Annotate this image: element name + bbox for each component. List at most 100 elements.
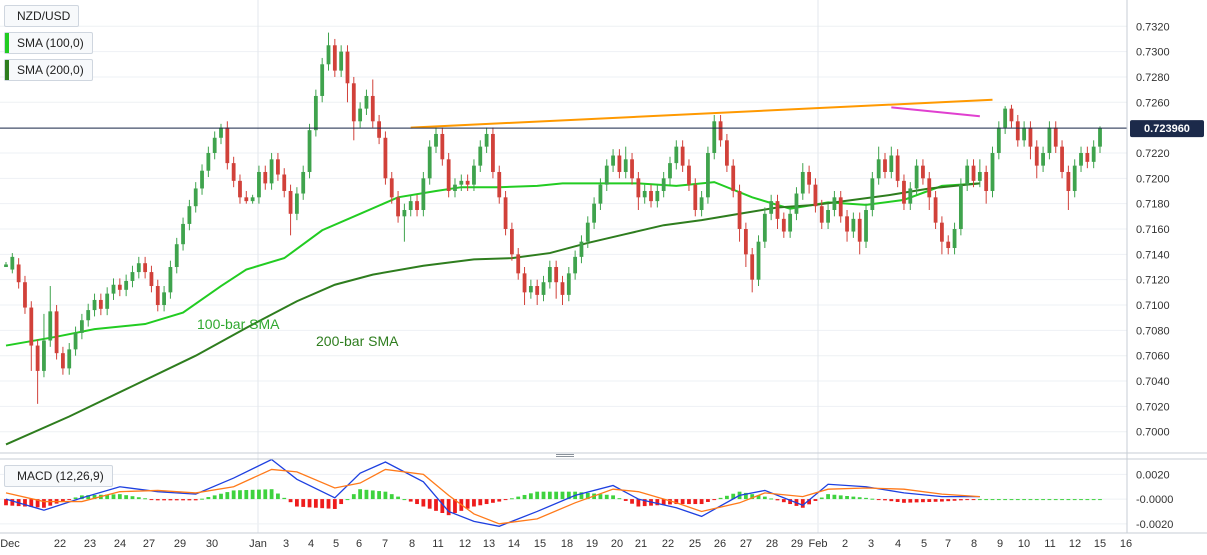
candle-body (996, 127, 1001, 153)
candle-body (143, 263, 148, 273)
x-tick-label: 5 (333, 538, 339, 550)
x-tick-label: 11 (432, 538, 443, 550)
sma100-badge[interactable]: SMA (100,0) (4, 32, 93, 54)
macd-histogram-bar (288, 499, 293, 503)
candle-body (775, 201, 780, 219)
candle-body (105, 293, 110, 309)
candle-body (737, 190, 742, 229)
macd-histogram-bar (377, 491, 381, 500)
candle-body (940, 222, 944, 242)
x-tick-label: 21 (635, 538, 647, 550)
symbol-label: NZD/USD (17, 9, 71, 23)
sma200-badge[interactable]: SMA (200,0) (4, 59, 93, 81)
macd-histogram-bar (162, 499, 166, 501)
candle-body (257, 171, 261, 198)
candle-body (1060, 146, 1064, 172)
candle-body (79, 320, 84, 333)
macd-histogram-bar (940, 499, 944, 502)
macd-histogram-bar (819, 497, 824, 500)
x-tick-label: 29 (791, 538, 803, 550)
candle-body (743, 229, 748, 255)
macd-histogram-bar (560, 491, 565, 500)
macd-histogram-bar (883, 499, 887, 501)
candle-body (4, 264, 8, 268)
symbol-badge[interactable]: NZD/USD (4, 5, 80, 27)
candle-body (864, 209, 868, 242)
candle-body (1022, 127, 1027, 141)
candle-body (826, 209, 830, 223)
macd-histogram-bar (1047, 499, 1052, 501)
candle-body (598, 184, 603, 204)
macd-histogram-bar (958, 499, 963, 501)
candle-body (661, 178, 666, 191)
macd-histogram-bar (339, 499, 344, 505)
macd-histogram-bar (421, 499, 426, 507)
candle-body (16, 264, 21, 283)
candle-body (794, 193, 799, 214)
macd-histogram-bar (427, 499, 432, 509)
macd-histogram-bar (535, 491, 540, 500)
x-tick-label: 29 (174, 538, 186, 550)
macd-histogram-bar (908, 499, 913, 503)
macd-histogram-bar (73, 497, 78, 500)
price-tick-label: 0.7280 (1136, 72, 1170, 84)
macd-histogram-bar (864, 497, 868, 500)
macd-histogram-bar (579, 492, 584, 500)
macd-histogram-bar (453, 499, 457, 513)
candle-body (516, 254, 521, 274)
candle-body (383, 137, 388, 179)
x-tick-label: 25 (689, 538, 701, 550)
price-tick-label: 0.7140 (1136, 249, 1170, 261)
candle-body (434, 133, 438, 147)
candle-body (623, 159, 628, 172)
candle-body (130, 272, 135, 281)
candle-body (908, 188, 913, 204)
candle-body (332, 45, 337, 71)
macd-histogram-bar (35, 499, 40, 508)
candle-body (67, 349, 72, 369)
macd-histogram-bar (522, 494, 527, 500)
candle-body (1009, 108, 1014, 122)
macd-histogram-bar (307, 499, 312, 508)
macd-histogram-bar (1009, 499, 1014, 501)
candle-body (585, 222, 590, 242)
price-tick-label: 0.7260 (1136, 97, 1170, 109)
x-tick-label: 24 (114, 538, 126, 550)
candle-body (54, 311, 59, 354)
candle-body (712, 121, 717, 153)
macd-histogram-bar (181, 499, 185, 501)
candle-body (990, 152, 995, 191)
candle-body (465, 180, 470, 185)
macd-histogram-bar (661, 499, 666, 505)
macd-histogram-bar (446, 499, 451, 516)
x-tick-label: 7 (382, 538, 388, 550)
candle-body (351, 83, 356, 122)
candle-body (832, 197, 837, 210)
candle-body (263, 171, 268, 184)
x-tick-label: 5 (921, 538, 927, 550)
candle-body (200, 170, 204, 189)
candle-body (819, 206, 824, 223)
candle-body (889, 155, 894, 172)
macd-histogram-bar (674, 499, 679, 505)
sma100-swatch (5, 33, 9, 53)
candle-body (971, 165, 976, 181)
candle-body (554, 267, 559, 283)
candle-body (946, 241, 951, 249)
x-tick-label: 27 (143, 538, 155, 550)
macd-badge[interactable]: MACD (12,26,9) (4, 465, 113, 487)
macd-histogram-bar (788, 499, 793, 505)
macd-histogram-bar (200, 498, 204, 500)
x-tick-label: 18 (561, 538, 573, 550)
candle-body (181, 223, 185, 245)
x-tick-label: 14 (508, 538, 520, 550)
macd-histogram-bar (351, 494, 356, 500)
macd-histogram-bar (857, 497, 862, 500)
sma200-label: SMA (200,0) (17, 63, 84, 77)
candle-body (307, 130, 312, 172)
candle-body (693, 184, 698, 210)
macd-histogram-bar (965, 499, 970, 501)
macd-histogram-bar (389, 494, 394, 500)
candle-body (136, 263, 141, 273)
